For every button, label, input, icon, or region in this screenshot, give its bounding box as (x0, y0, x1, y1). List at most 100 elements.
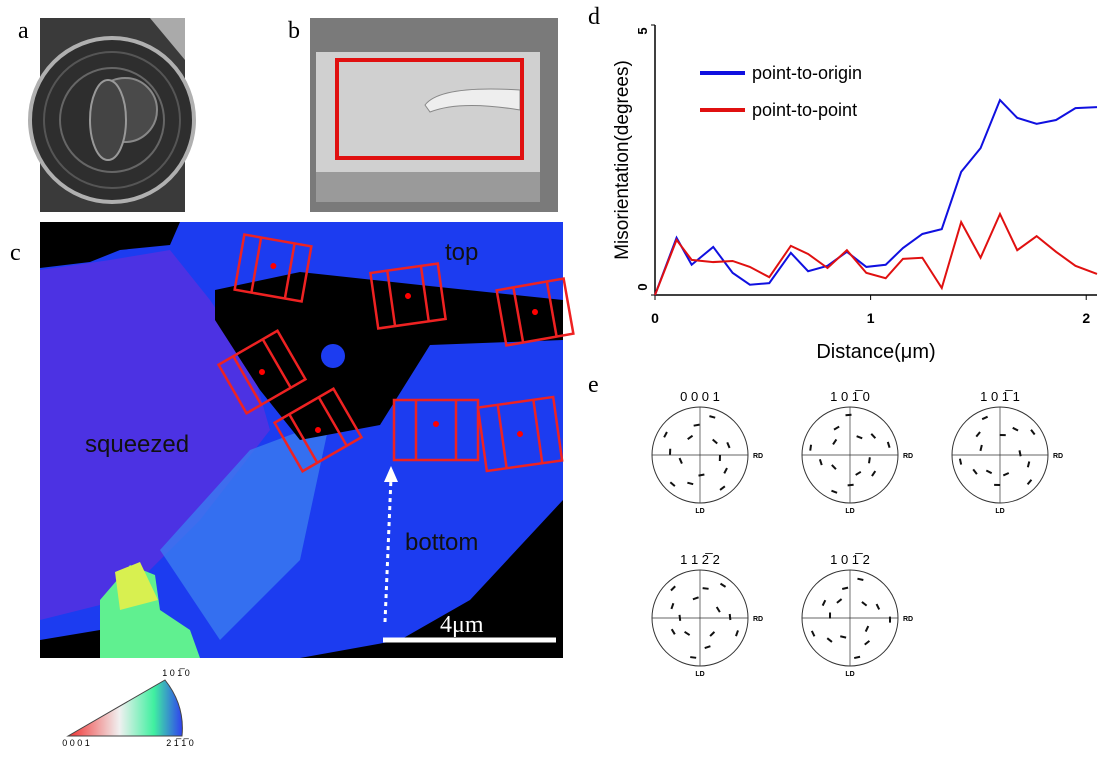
x-tick-label: 0 (651, 310, 659, 326)
pole-texture (810, 445, 811, 451)
pole-texture (888, 442, 890, 448)
pole-texture (840, 636, 846, 637)
pole-texture (960, 459, 961, 465)
pole-texture (688, 436, 693, 440)
pole-texture (680, 458, 682, 463)
pole-rd: RD (753, 453, 763, 460)
pole-ld: LD (695, 671, 704, 678)
pole-title: 1 0 1̅ 1 (980, 389, 1020, 404)
sem-image-b (310, 18, 558, 212)
pole-texture (827, 638, 832, 642)
pole-texture (820, 459, 822, 465)
panel-label: c (10, 240, 21, 266)
scale-bar-label: 4μm (440, 612, 484, 638)
pole-texture (671, 603, 673, 609)
pole-texture (869, 457, 870, 463)
y-axis-label: Misorientation(degrees) (612, 60, 633, 260)
pole-texture (980, 445, 981, 451)
pole-texture (705, 646, 711, 648)
pole-texture (872, 471, 875, 476)
pole-texture (833, 439, 836, 444)
pole-title: 0 0 0 1 (680, 389, 720, 404)
pole-rd: RD (753, 616, 763, 623)
map-label: top (445, 239, 478, 266)
pole-texture (685, 632, 690, 635)
pole-texture (671, 586, 675, 590)
pole-ld: LD (845, 671, 854, 678)
color-key-label: 0 0 0 1 (62, 738, 90, 748)
figure: top squeezed bottom 4μm 1 0 1̅ 0 0 0 0 1… (0, 0, 1102, 758)
pole-texture (720, 584, 725, 587)
pole-ld: LD (845, 508, 854, 515)
pole-figures: 0 0 0 1 RD LD 1 0 1̅ 0 RD LD 1 0 1̅ 1 RD LD 1 1 2… (652, 389, 1063, 678)
pole-ld: LD (695, 508, 704, 515)
pole-texture (866, 626, 869, 631)
pole-texture (812, 631, 815, 636)
panel-label: b (288, 18, 300, 44)
pole-texture (727, 442, 729, 448)
pole-texture (709, 416, 715, 418)
pole-texture (1028, 480, 1032, 485)
pole-rd: RD (903, 616, 913, 623)
pole-texture (823, 600, 826, 605)
pole-texture (672, 629, 675, 634)
pole-texture (1031, 430, 1035, 435)
pole-texture (857, 436, 863, 438)
panel-label: a (18, 18, 29, 44)
pole-texture (670, 482, 675, 486)
pole-texture (717, 607, 720, 612)
pole-texture (856, 472, 861, 475)
map-label: squeezed (85, 431, 189, 458)
pole-title: 1 0 1̅ 2 (830, 552, 870, 567)
pole-texture (854, 657, 860, 658)
pole-texture (976, 432, 980, 437)
color-key-label: 1 0 1̅ 0 (162, 668, 190, 678)
pole-texture (871, 434, 875, 438)
color-key-label: 2 1̅ 1̅ 0 (166, 738, 194, 748)
y-tick-label: 5 (635, 27, 650, 34)
pole-texture (693, 597, 699, 599)
color-key (68, 680, 182, 736)
pole-texture (687, 483, 693, 485)
pole-texture (1028, 461, 1029, 467)
pole-texture (664, 432, 667, 437)
pole-title: 1 0 1̅ 0 (830, 389, 870, 404)
pole-texture (698, 475, 704, 476)
pole-texture (837, 599, 842, 603)
legend-label: point-to-point (752, 100, 857, 120)
data-line (655, 100, 1097, 295)
pole-texture (703, 588, 709, 589)
sem-image-a (30, 18, 194, 212)
x-tick-label: 2 (1082, 310, 1090, 326)
pole-texture (842, 588, 848, 589)
y-tick-label: 0 (635, 283, 650, 290)
pole-texture (831, 491, 837, 493)
pole-texture (1003, 473, 1008, 475)
pole-texture (713, 440, 718, 444)
pole-texture (1013, 428, 1018, 431)
pole-texture (862, 602, 867, 606)
pole-texture (694, 425, 700, 426)
pole-texture (720, 486, 725, 490)
pole-texture (710, 632, 714, 636)
pole-texture (724, 468, 727, 473)
pole-rd: RD (903, 453, 913, 460)
panel-label: d (588, 4, 600, 30)
pole-texture (848, 485, 854, 486)
pole-title: 1 1 2̅ 2 (680, 552, 720, 567)
pole-texture (680, 615, 681, 621)
pole-texture (982, 417, 987, 420)
legend-label: point-to-origin (752, 63, 862, 83)
pole-texture (986, 471, 991, 474)
map-label: bottom (405, 529, 478, 556)
pole-texture (973, 469, 977, 474)
pole-texture (1019, 450, 1020, 456)
pole-texture (730, 614, 731, 620)
pole-texture (834, 427, 839, 430)
x-axis-label: Distance(μm) (816, 341, 935, 363)
pole-ld: LD (995, 508, 1004, 515)
panel-label: e (588, 372, 599, 398)
pole-texture (877, 604, 880, 609)
pole-texture (832, 465, 836, 469)
